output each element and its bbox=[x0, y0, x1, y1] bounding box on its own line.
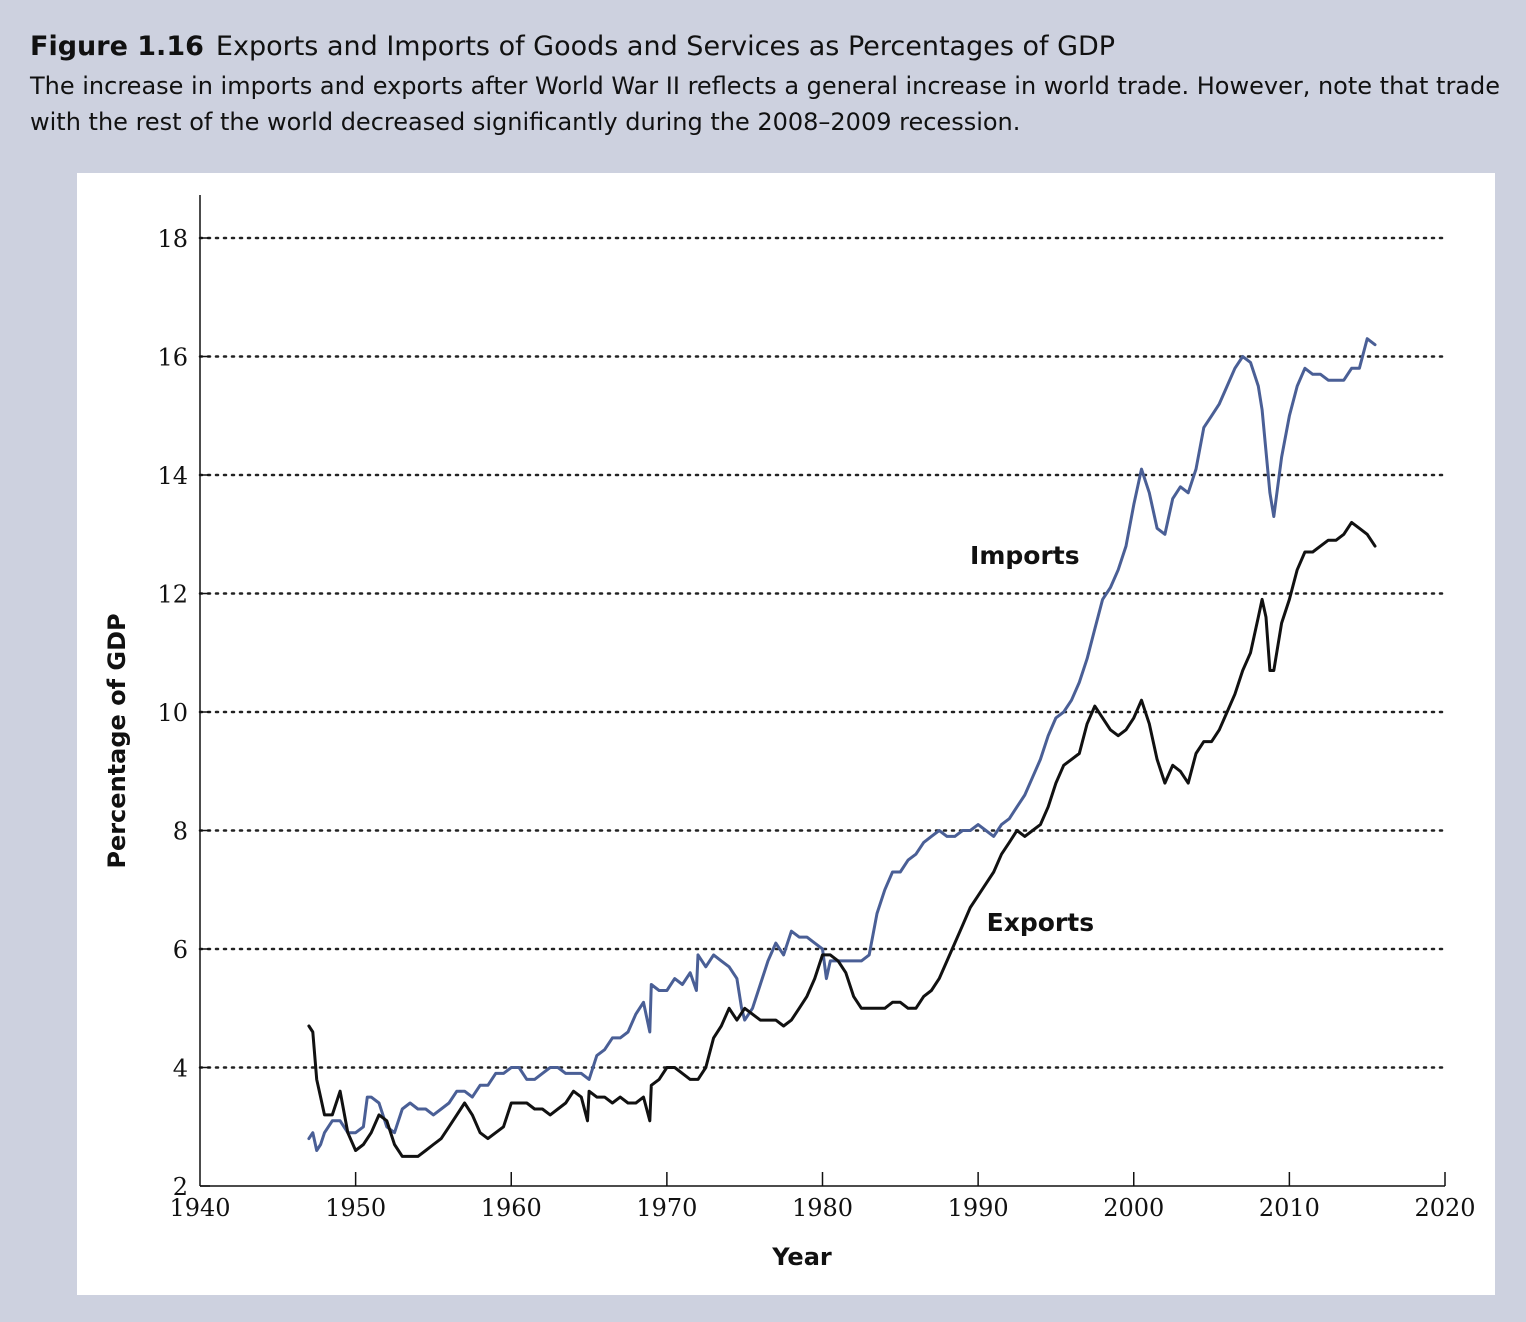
x-tick-label-1970: 1970 bbox=[636, 1194, 697, 1222]
y-axis-title: Percentage of GDP bbox=[103, 613, 131, 868]
y-tick-label-12: 12 bbox=[157, 581, 188, 609]
y-tick-label-2: 2 bbox=[173, 1173, 188, 1201]
y-tick-label-6: 6 bbox=[173, 936, 188, 964]
x-tick-label-1980: 1980 bbox=[792, 1194, 853, 1222]
figure-number: Figure 1.16 bbox=[30, 31, 204, 62]
figure-title-line: Figure 1.16 Exports and Imports of Goods … bbox=[30, 28, 1510, 66]
line-chart: 2 4 6 8 10 12 14 16 18 1940 1950 1960 1970 1980 1990 20… bbox=[103, 195, 1476, 1271]
x-tick-label-2000: 2000 bbox=[1103, 1194, 1164, 1222]
series-label-exports: Exports bbox=[987, 908, 1094, 937]
x-tick-label-1950: 1950 bbox=[325, 1194, 386, 1222]
annotations: Imports Exports bbox=[970, 541, 1094, 937]
grid-lines bbox=[198, 236, 1447, 1069]
x-tick-label-2010: 2010 bbox=[1259, 1194, 1320, 1222]
series-group bbox=[307, 337, 1377, 1158]
series-line-exports bbox=[307, 520, 1377, 1158]
y-tick-label-14: 14 bbox=[157, 462, 188, 490]
x-tick-label-1940: 1940 bbox=[169, 1194, 230, 1222]
series-label-imports: Imports bbox=[970, 541, 1080, 570]
series-line-imports bbox=[307, 337, 1377, 1152]
y-tick-label-4: 4 bbox=[173, 1055, 188, 1083]
y-tick-label-16: 16 bbox=[157, 344, 188, 372]
y-tick-label-8: 8 bbox=[173, 818, 188, 846]
chart-panel: 2 4 6 8 10 12 14 16 18 1940 1950 1960 1970 1980 1990 20… bbox=[77, 173, 1495, 1295]
x-axis-title: Year bbox=[771, 1243, 832, 1271]
y-tick-label-18: 18 bbox=[157, 225, 188, 253]
ticks: 2 4 6 8 10 12 14 16 18 1940 1950 1960 1970 1980 1990 20… bbox=[157, 225, 1475, 1222]
x-tick-label-1960: 1960 bbox=[481, 1194, 542, 1222]
y-tick-label-10: 10 bbox=[157, 699, 188, 727]
x-tick-label-2020: 2020 bbox=[1414, 1194, 1475, 1222]
x-tick-label-1990: 1990 bbox=[948, 1194, 1009, 1222]
axes bbox=[199, 195, 1445, 1187]
figure-header: Figure 1.16 Exports and Imports of Goods … bbox=[30, 28, 1510, 140]
figure-title: Exports and Imports of Goods and Service… bbox=[215, 31, 1116, 62]
figure-caption: The increase in imports and exports afte… bbox=[30, 72, 1501, 136]
